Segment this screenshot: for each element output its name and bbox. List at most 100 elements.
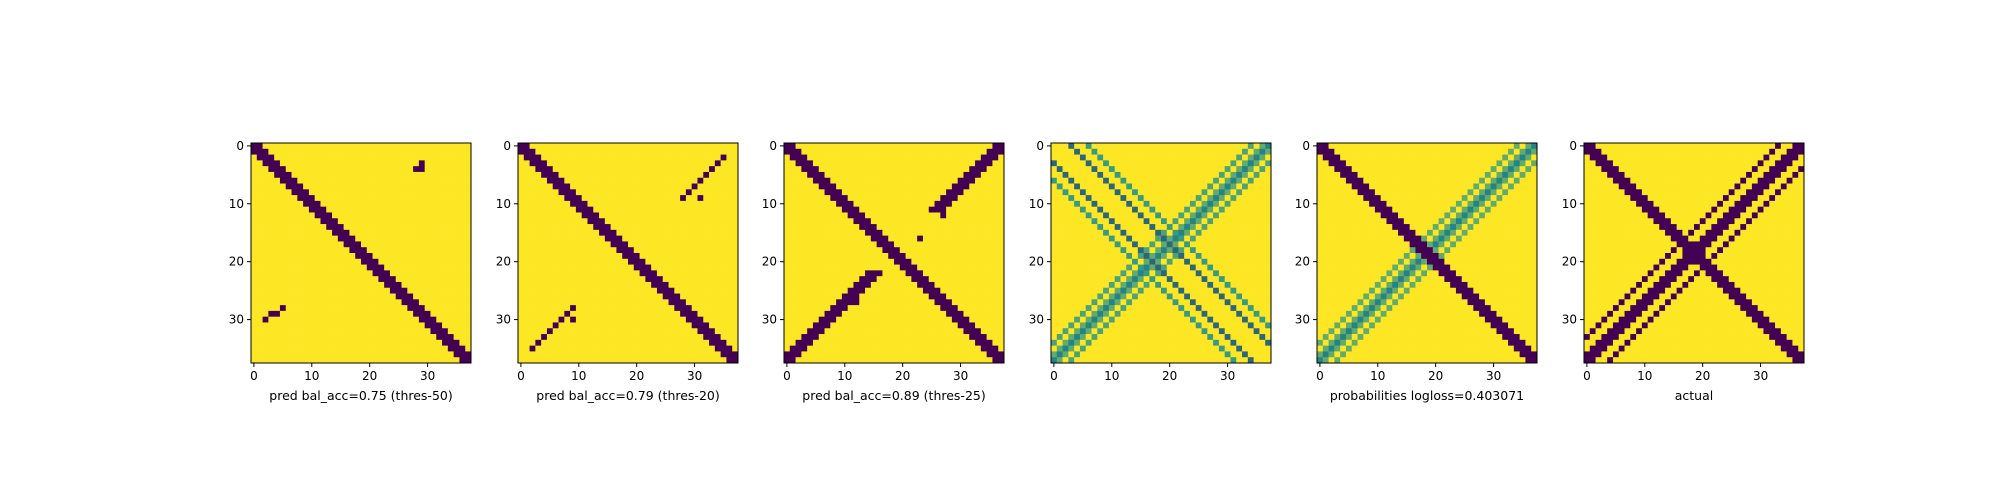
- heatmap-cell: [899, 276, 906, 283]
- heatmap-cell: [535, 212, 542, 219]
- heatmap-cell: [401, 224, 408, 231]
- heatmap-cell: [870, 305, 877, 312]
- heatmap-cell: [407, 276, 414, 283]
- heatmap-cell: [314, 229, 321, 236]
- heatmap-cell: [917, 241, 924, 248]
- heatmap-cell: [430, 212, 437, 219]
- heatmap-cell: [969, 183, 976, 190]
- heatmap-cell: [795, 345, 802, 352]
- heatmap-cell: [894, 195, 901, 202]
- heatmap-cell: [998, 345, 1005, 352]
- heatmap-cell: [303, 212, 310, 219]
- heatmap-cell: [662, 299, 669, 306]
- heatmap-cell: [622, 143, 629, 150]
- heatmap-cell: [442, 166, 449, 173]
- heatmap-cell: [998, 299, 1005, 306]
- heatmap-cell: [384, 293, 391, 300]
- heatmap-cell: [975, 270, 982, 277]
- heatmap-cell: [343, 310, 350, 318]
- heatmap-cell: [262, 143, 269, 150]
- heatmap-cell: [951, 224, 959, 231]
- heatmap-cell: [401, 229, 408, 236]
- heatmap-cell: [575, 287, 583, 294]
- heatmap-cell: [836, 334, 843, 341]
- heatmap-cell: [917, 143, 924, 150]
- heatmap-cell: [1218, 189, 1226, 196]
- heatmap-cell: [308, 154, 316, 161]
- heatmap-cell: [853, 305, 860, 312]
- heatmap-cell: [651, 154, 658, 161]
- heatmap-cell: [1178, 177, 1185, 184]
- heatmap-cell: [1068, 200, 1075, 208]
- heatmap-cell: [389, 195, 397, 202]
- heatmap-cell: [975, 316, 982, 323]
- heatmap-cell: [1155, 229, 1162, 236]
- heatmap-cell: [593, 195, 600, 202]
- heatmap-cell: [1207, 148, 1214, 155]
- heatmap-cell: [459, 322, 466, 329]
- heatmap-cell: [882, 148, 889, 155]
- heatmap-cell: [847, 189, 854, 196]
- heatmap-cell: [587, 229, 594, 236]
- heatmap-cell: [285, 160, 292, 167]
- heatmap-cell: [314, 351, 321, 358]
- heatmap-cell: [447, 224, 454, 231]
- heatmap-cell: [447, 316, 454, 323]
- heatmap-cell: [424, 195, 431, 202]
- heatmap-cell: [447, 189, 454, 196]
- heatmap-cell: [570, 148, 577, 155]
- heatmap-cell: [274, 281, 281, 289]
- heatmap-cell: [1062, 160, 1069, 167]
- heatmap-cell: [888, 287, 895, 294]
- heatmap-cell: [859, 345, 866, 352]
- heatmap-cell: [818, 195, 825, 202]
- heatmap-cell: [720, 218, 727, 225]
- heatmap-cell: [268, 264, 275, 271]
- heatmap-cell: [395, 351, 402, 358]
- heatmap-cell: [430, 183, 437, 190]
- heatmap-cell: [882, 143, 889, 150]
- heatmap-cell: [917, 166, 924, 173]
- heatmap-cell: [818, 189, 825, 196]
- heatmap-cell: [361, 316, 368, 323]
- heatmap-cell: [285, 183, 292, 190]
- heatmap-cell: [986, 322, 993, 329]
- heatmap-cell: [546, 287, 554, 294]
- heatmap-cell: [674, 270, 681, 277]
- heatmap-cell: [355, 264, 362, 271]
- heatmap-cell: [986, 316, 993, 323]
- heatmap-cell: [870, 281, 877, 289]
- heatmap-cell: [1114, 206, 1121, 213]
- heatmap-cell: [268, 334, 275, 341]
- heatmap-cell: [847, 160, 854, 167]
- heatmap-cell: [830, 177, 837, 184]
- heatmap-cell: [911, 166, 918, 173]
- heatmap-cell: [430, 177, 437, 184]
- heatmap-cell: [1155, 206, 1162, 213]
- heatmap-cell: [413, 316, 420, 323]
- heatmap-cell: [633, 229, 640, 236]
- heatmap-cell: [575, 206, 583, 213]
- heatmap-cell: [818, 224, 825, 231]
- heatmap-cell: [934, 200, 941, 208]
- heatmap-cell: [407, 293, 414, 300]
- heatmap-cell: [1079, 154, 1087, 161]
- heatmap-cell: [593, 229, 600, 236]
- heatmap-cell: [662, 270, 669, 277]
- heatmap-cell: [888, 316, 895, 323]
- heatmap-cell: [1097, 154, 1104, 161]
- heatmap-cell: [899, 195, 906, 202]
- heatmap-cell: [859, 212, 866, 219]
- heatmap-cell: [546, 183, 554, 190]
- heatmap-cell: [975, 206, 982, 213]
- heatmap-cell: [436, 357, 443, 364]
- heatmap-cell: [789, 316, 796, 323]
- heatmap-cell: [453, 241, 460, 248]
- heatmap-cell: [703, 345, 710, 352]
- heatmap-cell: [928, 253, 935, 260]
- heatmap-cell: [268, 328, 275, 335]
- heatmap-cell: [314, 241, 321, 248]
- heatmap-cell: [1172, 212, 1179, 219]
- heatmap-cell: [372, 293, 379, 300]
- heatmap-cell: [847, 258, 854, 265]
